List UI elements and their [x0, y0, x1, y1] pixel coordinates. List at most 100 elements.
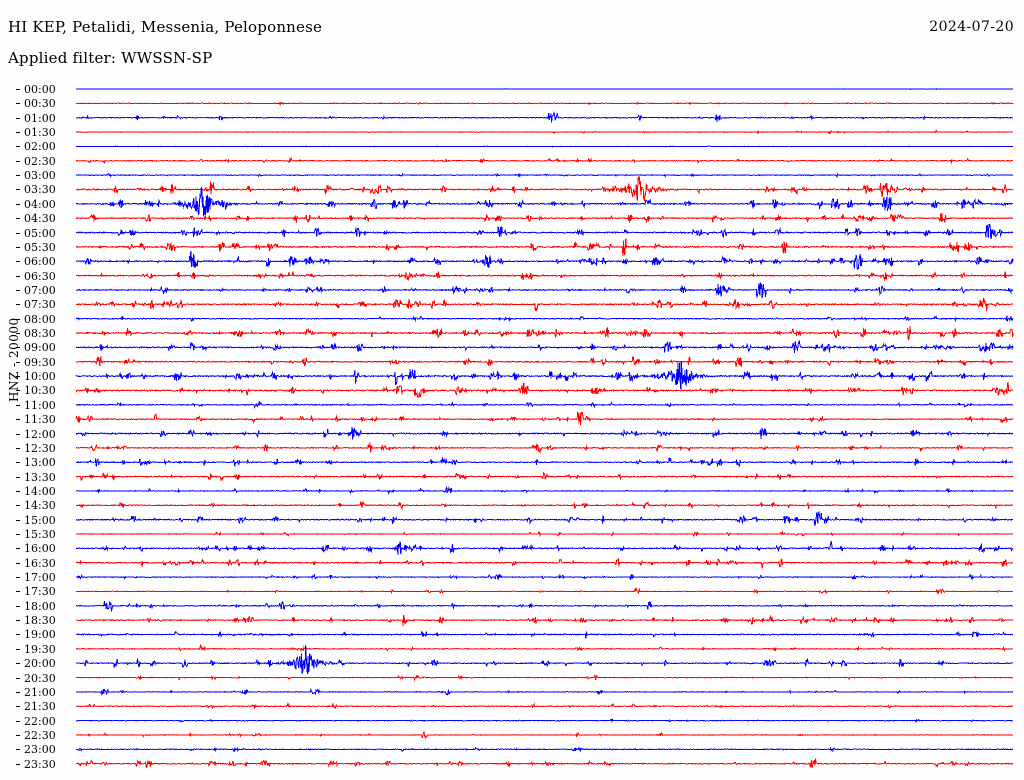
time-row-label: 19:30 [24, 642, 56, 656]
time-row-label: 03:00 [24, 169, 56, 183]
time-row-label: 23:00 [24, 743, 56, 757]
waveform-trace [75, 687, 1014, 697]
time-row-tick [16, 103, 20, 105]
time-row-label: 19:00 [24, 628, 56, 642]
time-row-label: 00:30 [24, 97, 56, 111]
waveform-trace [75, 644, 1014, 674]
time-row-label: 20:30 [24, 671, 56, 685]
time-row-label: 21:00 [24, 685, 56, 699]
waveform-trace [75, 500, 1014, 511]
helicorder-plot: 00:00 00:30 01:00 01:30 02:00 02:30 03:00 03:30… [0, 78, 1024, 778]
time-row-tick [16, 663, 20, 665]
time-row-label: 06:30 [24, 269, 56, 283]
time-row-label: 20:00 [24, 657, 56, 671]
waveform-trace [75, 87, 1014, 90]
time-row-tick [16, 620, 20, 622]
time-row-tick [16, 390, 20, 392]
waveform-trace [75, 572, 1014, 582]
time-row-tick [16, 175, 20, 177]
time-row-label: 22:00 [24, 714, 56, 728]
time-row-label: 11:30 [24, 413, 56, 427]
waveform-trace [75, 702, 1014, 710]
waveform-trace [75, 238, 1014, 257]
waveform-trace [75, 187, 1014, 217]
waveform-trace [75, 172, 1014, 178]
time-row-tick [16, 160, 20, 162]
time-row-tick [16, 720, 20, 722]
time-row-tick [16, 318, 20, 320]
waveform-trace [75, 486, 1014, 495]
waveform-trace [75, 410, 1014, 426]
waveform-trace [75, 340, 1014, 353]
waveform-trace [75, 427, 1014, 440]
time-row-label: 14:30 [24, 499, 56, 513]
time-row-tick [16, 648, 20, 650]
time-row-label: 11:00 [24, 398, 56, 412]
time-row-tick [16, 146, 20, 148]
time-row-tick [16, 634, 20, 636]
time-row-label: 05:00 [24, 226, 56, 240]
waveform-trace [75, 718, 1014, 724]
time-row-tick [16, 433, 20, 435]
waveform-trace [75, 213, 1014, 224]
time-row-tick [16, 706, 20, 708]
waveform-trace [75, 614, 1014, 626]
time-row-tick [16, 304, 20, 306]
waveform-trace [75, 223, 1014, 240]
time-row-tick [16, 677, 20, 679]
time-row-label: 04:00 [24, 197, 56, 211]
time-row-tick [16, 232, 20, 234]
waveform-trace [75, 557, 1014, 569]
waveform-trace [75, 101, 1014, 106]
waveform-trace [75, 471, 1014, 482]
waveform-trace [75, 380, 1014, 399]
time-row-label: 05:30 [24, 240, 56, 254]
time-row-label: 09:00 [24, 341, 56, 355]
time-row-label: 01:00 [24, 111, 56, 125]
waveform-trace [75, 540, 1014, 556]
time-row-tick [16, 361, 20, 363]
time-row-label: 13:00 [24, 456, 56, 470]
time-row-tick [16, 117, 20, 119]
time-row-tick [16, 289, 20, 291]
time-row-tick [16, 519, 20, 521]
time-row-tick [16, 89, 20, 90]
waveform-trace [75, 442, 1014, 454]
time-row-tick [16, 218, 20, 220]
waveform-trace [75, 587, 1013, 595]
record-date: 2024-07-20 [929, 19, 1014, 35]
waveform-trace [75, 600, 1014, 613]
time-row-tick [16, 189, 20, 191]
waveform-trace [75, 315, 1014, 323]
time-row-tick [16, 376, 20, 378]
waveform-trace [76, 643, 1014, 653]
time-row-tick [16, 404, 20, 406]
time-row-label: 15:00 [24, 513, 56, 527]
time-row-label: 03:30 [24, 183, 56, 197]
time-row-tick [16, 246, 20, 248]
time-row-label: 14:00 [24, 484, 56, 498]
waveform-trace [75, 128, 1014, 135]
time-row-tick [16, 462, 20, 464]
time-row-tick [16, 691, 20, 693]
waveform-trace [75, 530, 1014, 538]
waveform-trace [75, 325, 1014, 340]
time-row-label: 00:00 [24, 83, 56, 96]
time-row-label: 15:30 [24, 528, 56, 541]
time-row-tick [16, 591, 20, 593]
time-row-label: 02:30 [24, 154, 56, 168]
time-row-tick [16, 505, 20, 507]
time-row-label: 07:00 [24, 283, 56, 297]
waveform-trace [75, 361, 1014, 391]
waveform-trace [75, 156, 1014, 165]
time-row-label: 18:00 [24, 599, 56, 613]
time-row-tick [16, 447, 20, 449]
time-row-tick [16, 203, 20, 205]
time-row-tick [16, 734, 20, 736]
waveform-trace [75, 145, 1014, 148]
time-row-label: 08:00 [24, 312, 56, 326]
time-row-label: 01:30 [24, 126, 56, 140]
waveform-trace [75, 355, 1014, 367]
time-row-tick [16, 534, 20, 535]
